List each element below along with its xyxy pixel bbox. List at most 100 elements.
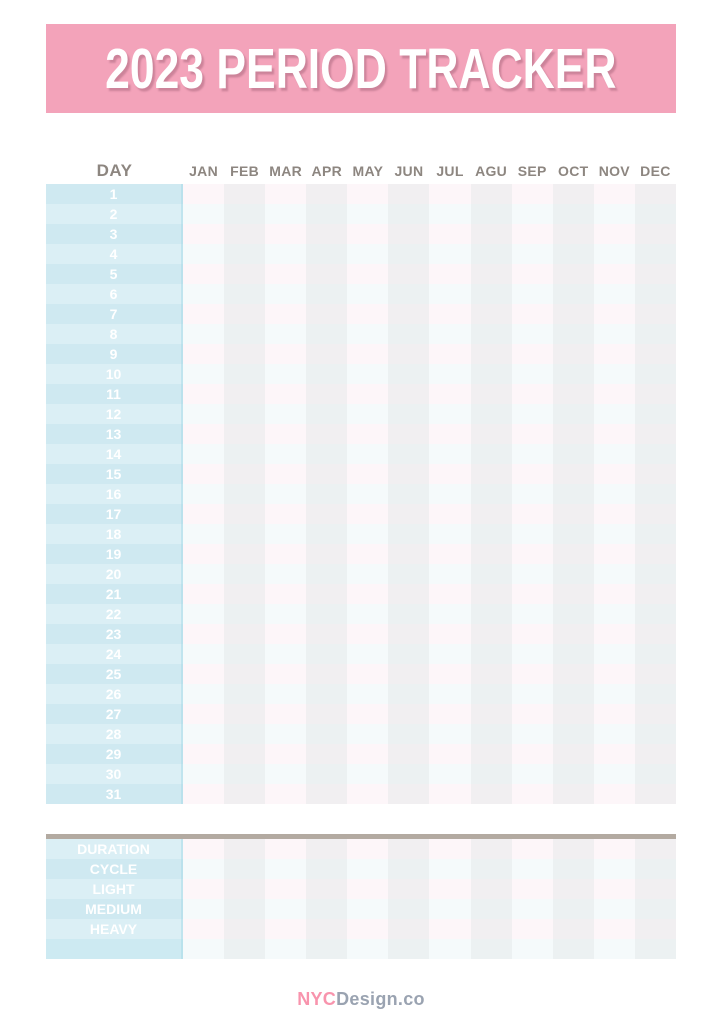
grid-cell-agu-empty bbox=[470, 939, 512, 959]
row-day-2: 2 bbox=[46, 204, 676, 224]
grid-cell-dec-day-28 bbox=[634, 724, 676, 744]
grid-cell-agu-day-21 bbox=[470, 584, 512, 604]
grid-cell-dec-day-6 bbox=[634, 284, 676, 304]
grid-cell-mar-day-5 bbox=[265, 264, 307, 284]
grid-cell-jun-day-20 bbox=[388, 564, 430, 584]
grid-cell-jan-day-7 bbox=[183, 304, 225, 324]
grid-cell-apr-day-30 bbox=[306, 764, 348, 784]
grid-cell-feb-day-17 bbox=[224, 504, 266, 524]
grid-cell-jun-day-3 bbox=[388, 224, 430, 244]
grid-cell-jun-day-14 bbox=[388, 444, 430, 464]
grid-cell-apr-empty bbox=[306, 939, 348, 959]
grid-cell-nov-day-7 bbox=[593, 304, 635, 324]
grid-cell-jun-day-13 bbox=[388, 424, 430, 444]
grid-cell-jun-light bbox=[388, 879, 430, 899]
grid-cell-dec-empty bbox=[634, 939, 676, 959]
row-label-day-31: 31 bbox=[46, 784, 183, 804]
day-column-header: DAY bbox=[96, 161, 133, 180]
grid-cell-dec-duration bbox=[634, 839, 676, 859]
grid-cell-may-day-25 bbox=[347, 664, 389, 684]
row-label-day-11: 11 bbox=[46, 384, 183, 404]
grid-cell-may-day-7 bbox=[347, 304, 389, 324]
month-header-oct: OCT bbox=[558, 163, 589, 179]
row-day-20: 20 bbox=[46, 564, 676, 584]
grid-cell-sep-duration bbox=[511, 839, 553, 859]
grid-cell-jul-day-15 bbox=[429, 464, 471, 484]
grid-cell-sep-day-16 bbox=[511, 484, 553, 504]
grid-cell-oct-day-8 bbox=[552, 324, 594, 344]
row-label-day-1: 1 bbox=[46, 184, 183, 204]
row-day-28: 28 bbox=[46, 724, 676, 744]
grid-cell-dec-day-4 bbox=[634, 244, 676, 264]
grid-cell-jul-day-18 bbox=[429, 524, 471, 544]
grid-cell-feb-day-25 bbox=[224, 664, 266, 684]
grid-cell-feb-day-5 bbox=[224, 264, 266, 284]
row-label-heavy: HEAVY bbox=[46, 919, 183, 939]
grid-cell-feb-day-28 bbox=[224, 724, 266, 744]
month-header-may: MAY bbox=[352, 163, 384, 179]
grid-cell-apr-day-4 bbox=[306, 244, 348, 264]
grid-cell-apr-day-24 bbox=[306, 644, 348, 664]
grid-cell-apr-day-19 bbox=[306, 544, 348, 564]
grid-cell-oct-day-4 bbox=[552, 244, 594, 264]
grid-cell-feb-heavy bbox=[224, 919, 266, 939]
grid-cell-mar-heavy bbox=[265, 919, 307, 939]
grid-cell-dec-day-25 bbox=[634, 664, 676, 684]
grid-cell-mar-day-24 bbox=[265, 644, 307, 664]
grid-cell-jan-day-17 bbox=[183, 504, 225, 524]
grid-cell-oct-light bbox=[552, 879, 594, 899]
tracker-page: 2023 PERIOD TRACKER DAY JAN FEB MAR APR MAY J… bbox=[46, 0, 676, 1010]
grid-cell-jan-medium bbox=[183, 899, 225, 919]
grid-cell-apr-day-25 bbox=[306, 664, 348, 684]
grid-cell-nov-empty bbox=[593, 939, 635, 959]
month-header-jan: JAN bbox=[189, 163, 218, 179]
row-day-7: 7 bbox=[46, 304, 676, 324]
grid-cell-jul-heavy bbox=[429, 919, 471, 939]
row-day-9: 9 bbox=[46, 344, 676, 364]
grid-cell-jan-day-23 bbox=[183, 624, 225, 644]
grid-cell-jan-day-20 bbox=[183, 564, 225, 584]
grid-cell-dec-day-17 bbox=[634, 504, 676, 524]
grid-cell-nov-day-9 bbox=[593, 344, 635, 364]
grid-cell-dec-light bbox=[634, 879, 676, 899]
grid-cell-dec-medium bbox=[634, 899, 676, 919]
grid-cell-oct-day-27 bbox=[552, 704, 594, 724]
grid-cell-feb-medium bbox=[224, 899, 266, 919]
grid-cell-mar-cycle bbox=[265, 859, 307, 879]
row-day-15: 15 bbox=[46, 464, 676, 484]
grid-cell-dec-day-10 bbox=[634, 364, 676, 384]
grid-cell-feb-day-14 bbox=[224, 444, 266, 464]
grid-cell-may-cycle bbox=[347, 859, 389, 879]
row-day-22: 22 bbox=[46, 604, 676, 624]
grid-cell-may-day-13 bbox=[347, 424, 389, 444]
grid-cell-jan-day-5 bbox=[183, 264, 225, 284]
grid-cell-may-heavy bbox=[347, 919, 389, 939]
grid-cell-dec-day-19 bbox=[634, 544, 676, 564]
month-header-jun: JUN bbox=[394, 163, 424, 179]
grid-cell-jun-medium bbox=[388, 899, 430, 919]
page-title: 2023 PERIOD TRACKER bbox=[105, 36, 617, 101]
summary-divider bbox=[46, 834, 676, 839]
grid-cell-jun-day-29 bbox=[388, 744, 430, 764]
grid-cell-apr-day-21 bbox=[306, 584, 348, 604]
grid-cell-dec-day-7 bbox=[634, 304, 676, 324]
grid-cell-agu-day-4 bbox=[470, 244, 512, 264]
grid-cell-oct-day-25 bbox=[552, 664, 594, 684]
grid-cell-jun-day-18 bbox=[388, 524, 430, 544]
grid-cell-jul-day-30 bbox=[429, 764, 471, 784]
grid-cell-jan-day-3 bbox=[183, 224, 225, 244]
grid-cell-oct-day-21 bbox=[552, 584, 594, 604]
row-label-medium: MEDIUM bbox=[46, 899, 183, 919]
grid-cell-apr-day-26 bbox=[306, 684, 348, 704]
grid-cell-apr-day-10 bbox=[306, 364, 348, 384]
grid-cell-mar-day-29 bbox=[265, 744, 307, 764]
grid-cell-jun-cycle bbox=[388, 859, 430, 879]
grid-cell-may-day-16 bbox=[347, 484, 389, 504]
row-cycle: CYCLE bbox=[46, 859, 676, 879]
grid-cell-jan-cycle bbox=[183, 859, 225, 879]
grid-cell-oct-day-3 bbox=[552, 224, 594, 244]
row-label-empty bbox=[46, 939, 183, 959]
row-day-19: 19 bbox=[46, 544, 676, 564]
row-label-day-4: 4 bbox=[46, 244, 183, 264]
grid-cell-may-day-26 bbox=[347, 684, 389, 704]
